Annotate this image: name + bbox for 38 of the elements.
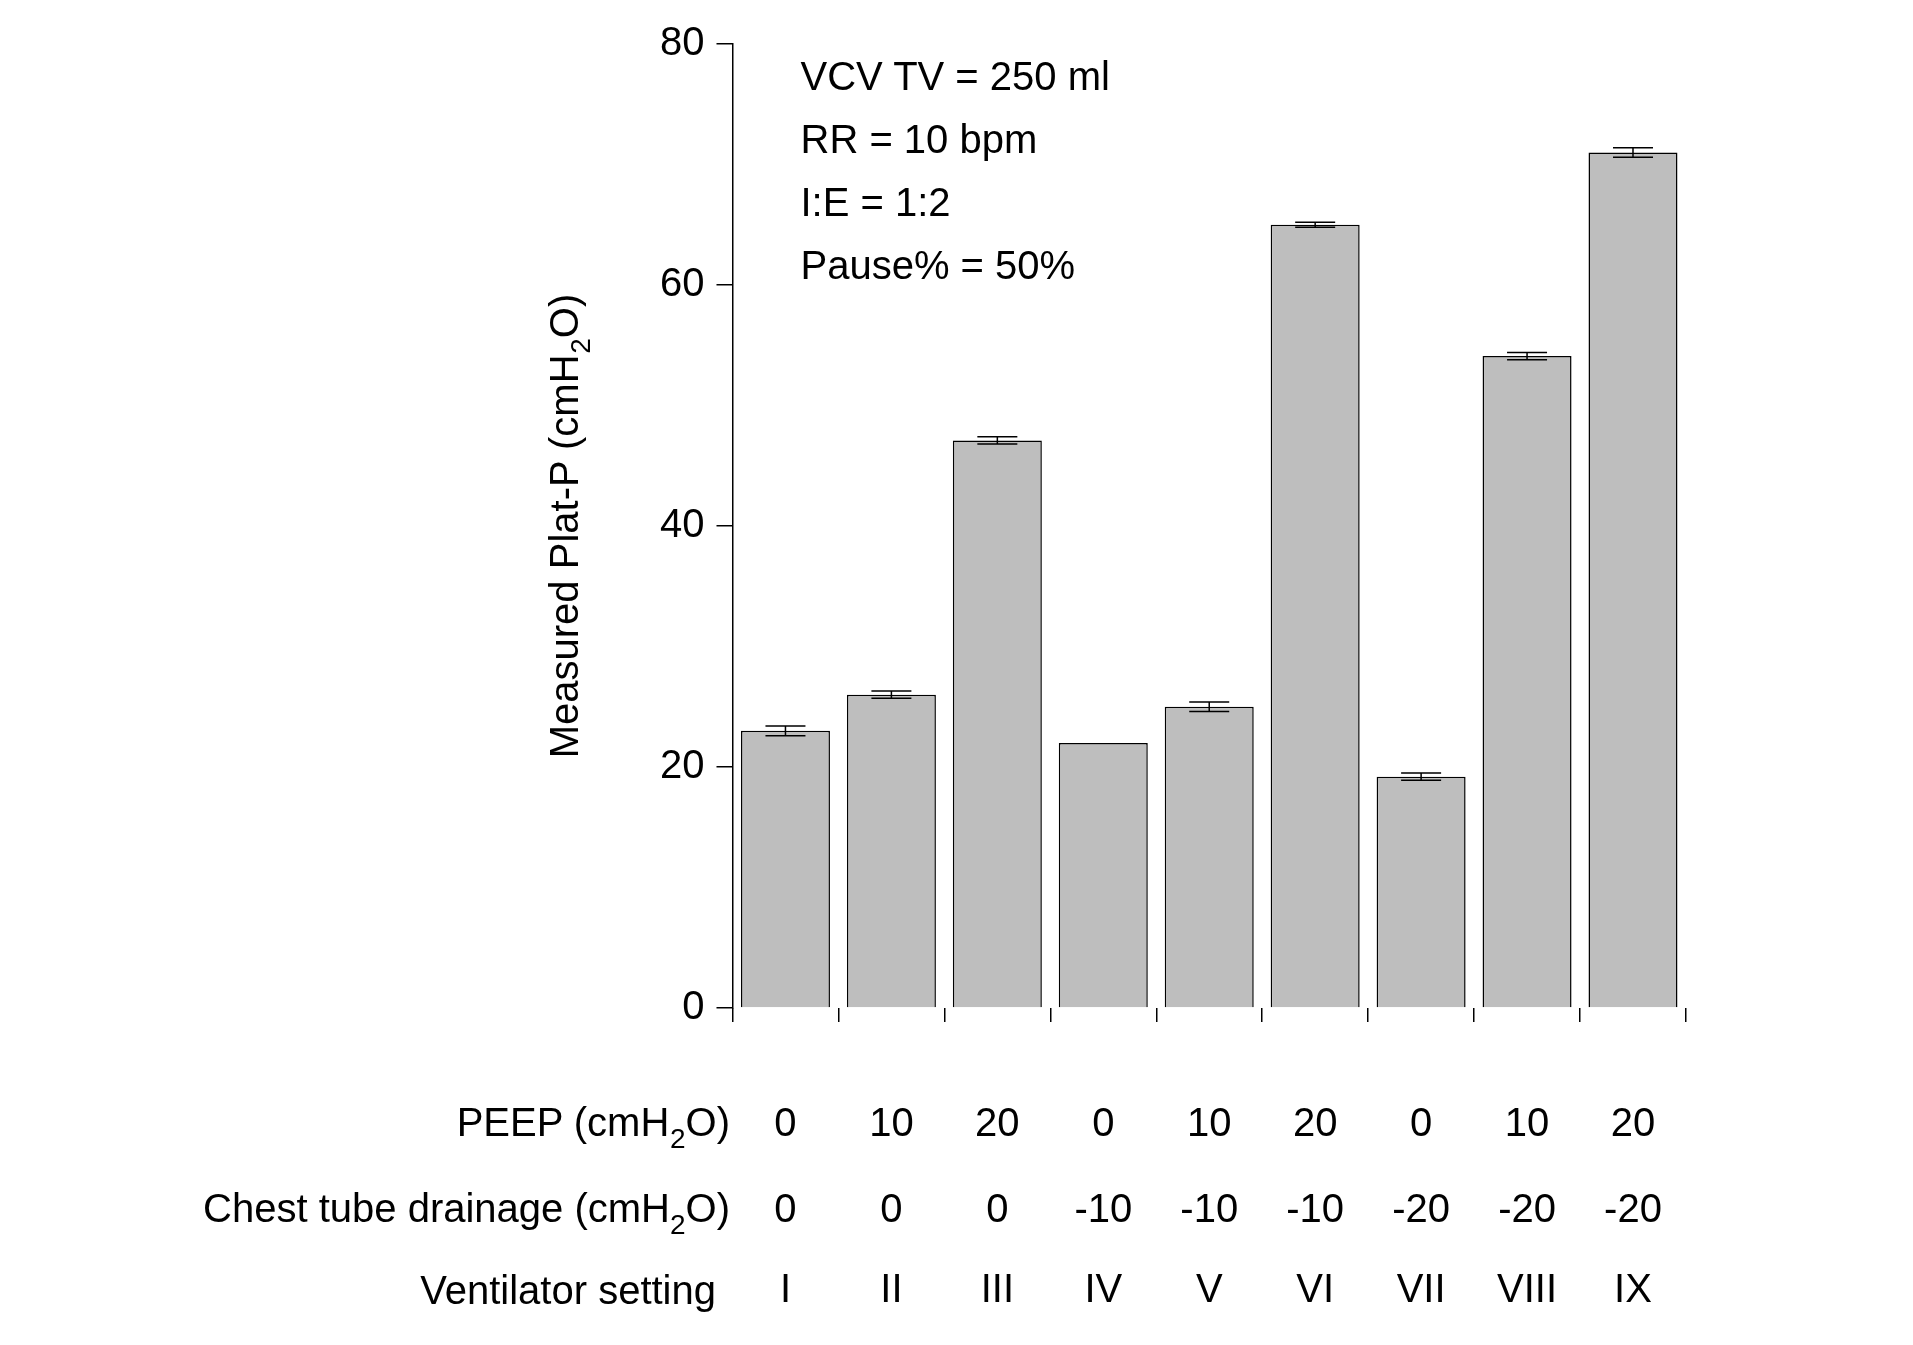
y-axis-title: Measured Plat-P (cmH2O) <box>542 293 596 759</box>
annotation: Pause% = 50% <box>800 243 1076 287</box>
text: -10 <box>1286 1186 1345 1230</box>
x-tick-label: VI <box>1296 1266 1335 1311</box>
x-tick-label: II <box>880 1266 903 1311</box>
x-tick-label: I <box>779 1266 792 1311</box>
text: 20 <box>975 1100 1020 1144</box>
annotation: VCV TV = 250 ml <box>800 54 1110 98</box>
text: -20 <box>1604 1186 1662 1230</box>
y-tick-label: 20 <box>659 742 705 787</box>
text: -20 <box>1392 1186 1451 1230</box>
text: -20 <box>1498 1186 1556 1230</box>
y-tick-label: 40 <box>659 501 705 546</box>
text: 0 <box>1409 1100 1433 1144</box>
x-tick-label: V <box>1195 1266 1223 1311</box>
text: 0 <box>774 1186 797 1230</box>
text: -10 <box>1074 1186 1133 1230</box>
x-tick-label: VII <box>1396 1266 1446 1311</box>
x-tick-label: IX <box>1614 1266 1652 1311</box>
text: -10 <box>1180 1186 1239 1230</box>
y-tick-label: 60 <box>659 260 705 305</box>
text: 0 <box>880 1186 903 1230</box>
text: 0 <box>774 1100 797 1144</box>
y-tick-label: 80 <box>659 19 705 64</box>
text: 20 <box>1610 1100 1656 1144</box>
text: 0 <box>1092 1100 1115 1144</box>
y-tick-label: 0 <box>682 983 705 1028</box>
text: 0 <box>986 1186 1009 1230</box>
x-tick-label: IV <box>1084 1266 1123 1311</box>
text: 10 <box>1186 1100 1232 1144</box>
text: Ventilator setting <box>420 1268 717 1312</box>
annotation: I:E = 1:2 <box>800 180 951 224</box>
annotation: RR = 10 bpm <box>800 117 1038 161</box>
text: 10 <box>869 1100 914 1144</box>
text: 10 <box>1504 1100 1550 1144</box>
x-tick-label: III <box>980 1266 1015 1311</box>
x-tick-label: VIII <box>1497 1266 1558 1311</box>
text: 20 <box>1292 1100 1338 1144</box>
